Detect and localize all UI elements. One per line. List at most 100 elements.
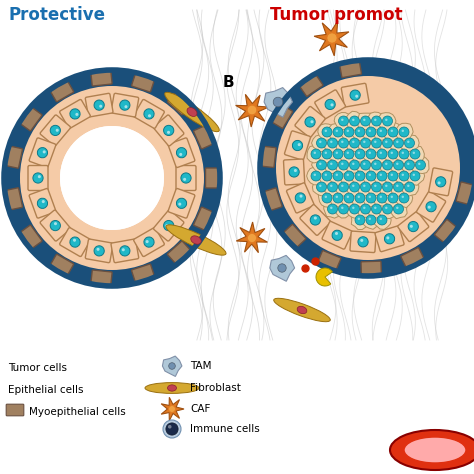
- Polygon shape: [319, 166, 337, 185]
- Circle shape: [167, 131, 170, 134]
- FancyBboxPatch shape: [85, 239, 113, 263]
- Polygon shape: [318, 124, 337, 140]
- Circle shape: [346, 173, 349, 176]
- Circle shape: [349, 182, 359, 192]
- FancyBboxPatch shape: [284, 131, 310, 160]
- Circle shape: [396, 184, 399, 187]
- Circle shape: [363, 141, 365, 143]
- Circle shape: [374, 141, 376, 143]
- Circle shape: [4, 70, 220, 286]
- Circle shape: [165, 224, 168, 227]
- Circle shape: [358, 237, 368, 247]
- Circle shape: [70, 109, 80, 119]
- Ellipse shape: [273, 298, 330, 322]
- Circle shape: [380, 218, 382, 220]
- FancyBboxPatch shape: [134, 228, 164, 256]
- Polygon shape: [334, 201, 352, 218]
- Circle shape: [407, 163, 410, 165]
- Circle shape: [361, 160, 371, 170]
- Circle shape: [355, 95, 358, 98]
- Circle shape: [322, 171, 332, 181]
- Circle shape: [60, 126, 164, 230]
- Polygon shape: [312, 178, 331, 196]
- Text: Fibroblast: Fibroblast: [190, 383, 241, 393]
- Circle shape: [260, 60, 474, 276]
- Circle shape: [328, 182, 337, 192]
- FancyBboxPatch shape: [300, 75, 323, 96]
- Circle shape: [294, 169, 297, 172]
- Circle shape: [352, 163, 355, 165]
- Polygon shape: [373, 166, 392, 184]
- Circle shape: [352, 118, 355, 121]
- Ellipse shape: [145, 383, 199, 393]
- Circle shape: [346, 152, 349, 154]
- Polygon shape: [372, 210, 391, 229]
- Polygon shape: [373, 189, 392, 206]
- FancyBboxPatch shape: [322, 221, 352, 249]
- Polygon shape: [311, 156, 330, 174]
- Circle shape: [357, 129, 360, 132]
- Circle shape: [144, 109, 154, 119]
- Circle shape: [372, 116, 382, 126]
- Circle shape: [169, 406, 175, 412]
- Polygon shape: [378, 156, 396, 174]
- Circle shape: [148, 114, 151, 117]
- Circle shape: [314, 173, 316, 176]
- Circle shape: [179, 153, 182, 156]
- Polygon shape: [361, 189, 380, 207]
- Circle shape: [338, 182, 348, 192]
- Circle shape: [363, 163, 365, 165]
- Circle shape: [428, 206, 431, 209]
- Circle shape: [438, 182, 441, 184]
- Circle shape: [341, 184, 344, 187]
- FancyBboxPatch shape: [6, 404, 24, 416]
- Circle shape: [385, 184, 388, 187]
- Circle shape: [380, 196, 382, 198]
- Circle shape: [176, 147, 187, 158]
- Ellipse shape: [390, 430, 474, 470]
- Circle shape: [391, 173, 393, 176]
- Circle shape: [122, 248, 125, 251]
- Circle shape: [377, 215, 387, 225]
- Circle shape: [350, 90, 360, 100]
- Circle shape: [298, 143, 301, 146]
- FancyBboxPatch shape: [261, 146, 276, 167]
- Circle shape: [33, 173, 43, 183]
- Circle shape: [330, 184, 332, 187]
- Polygon shape: [401, 155, 419, 175]
- FancyBboxPatch shape: [340, 62, 362, 78]
- FancyBboxPatch shape: [167, 92, 191, 115]
- Circle shape: [247, 234, 256, 243]
- Polygon shape: [356, 199, 375, 217]
- Circle shape: [410, 171, 420, 181]
- Circle shape: [383, 160, 392, 170]
- Circle shape: [50, 220, 60, 231]
- Circle shape: [317, 160, 327, 170]
- Text: Immune cells: Immune cells: [190, 424, 260, 434]
- Circle shape: [42, 200, 45, 203]
- Circle shape: [361, 138, 371, 148]
- FancyBboxPatch shape: [134, 100, 164, 128]
- Circle shape: [341, 207, 344, 209]
- Circle shape: [37, 198, 47, 209]
- Circle shape: [384, 234, 395, 244]
- Polygon shape: [329, 145, 347, 163]
- Circle shape: [338, 160, 348, 170]
- Circle shape: [418, 163, 420, 165]
- Polygon shape: [383, 145, 402, 163]
- Circle shape: [369, 218, 371, 220]
- Circle shape: [407, 184, 410, 187]
- Circle shape: [410, 225, 413, 228]
- Circle shape: [385, 141, 388, 143]
- Circle shape: [380, 152, 382, 154]
- Circle shape: [366, 149, 376, 159]
- Circle shape: [319, 184, 321, 187]
- Polygon shape: [357, 177, 375, 196]
- Polygon shape: [336, 134, 352, 152]
- Circle shape: [393, 138, 403, 148]
- Circle shape: [325, 173, 327, 176]
- Circle shape: [328, 160, 337, 170]
- Circle shape: [344, 171, 354, 181]
- Circle shape: [366, 127, 376, 137]
- Ellipse shape: [191, 236, 201, 244]
